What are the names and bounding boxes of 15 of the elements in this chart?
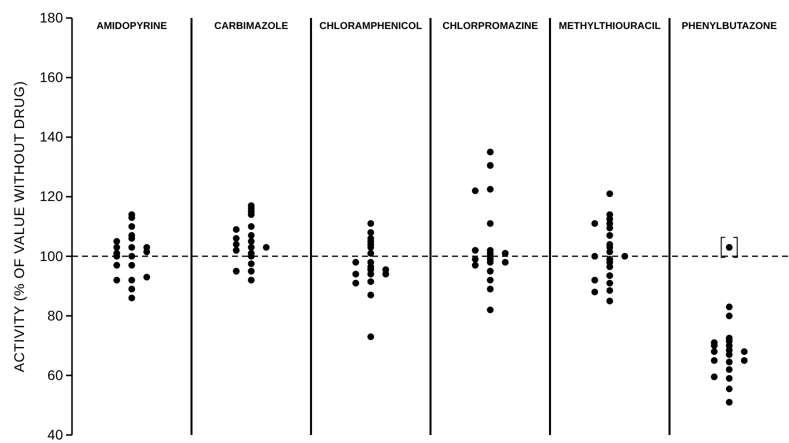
x-tick-label: METHYLTHIOURACIL: [558, 21, 661, 32]
y-tick-label: 160: [40, 69, 64, 86]
y-tick-label: 40: [47, 426, 64, 442]
x-tick-label: AMIDOPYRINE: [96, 21, 168, 32]
y-tick-label: 100: [40, 248, 64, 264]
y-tick-label: 140: [40, 128, 64, 145]
y-tick-label: 120: [40, 188, 64, 204]
y-axis-title: ACTIVITY (% OF VALUE WITHOUT DRUG): [11, 80, 27, 372]
x-tick-label: CHLORPROMAZINE: [442, 21, 538, 32]
y-tick-label: 80: [47, 307, 64, 324]
y-tick-label: 60: [47, 366, 64, 383]
y-tick-label: 180: [40, 9, 64, 26]
x-tick-label: CARBIMAZOLE: [214, 21, 289, 32]
x-tick-label: PHENYLBUTAZONE: [682, 21, 778, 32]
x-tick-label: CHLORAMPHENICOL: [319, 21, 422, 32]
